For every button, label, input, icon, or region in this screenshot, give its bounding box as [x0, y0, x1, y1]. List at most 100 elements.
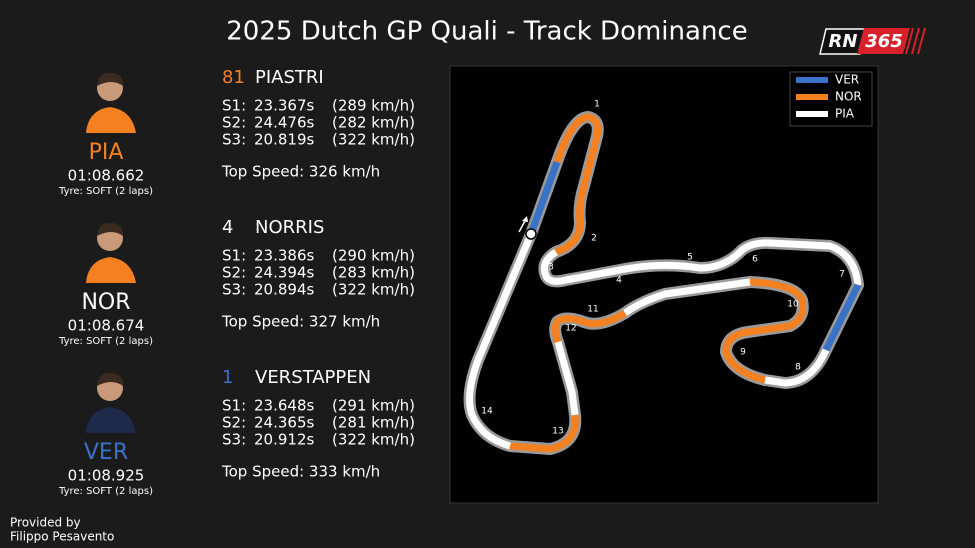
track-segment — [527, 160, 561, 236]
track-segment — [554, 341, 579, 416]
corner-number: 10 — [787, 300, 799, 310]
legend-swatch — [796, 77, 828, 83]
credit-line: Provided by — [10, 516, 81, 530]
sector-speed: (291 km/h) — [332, 397, 415, 415]
portrait-hair — [97, 372, 124, 386]
track-segment — [466, 232, 535, 450]
top-speed: Top Speed: 326 km/h — [221, 163, 380, 181]
sector-label: S3: — [222, 431, 246, 449]
track-segment — [722, 278, 807, 384]
corner-number: 7 — [839, 270, 845, 280]
driver-code: VER — [84, 440, 128, 465]
logo-right-bg — [857, 28, 910, 54]
sector-speed: (322 km/h) — [332, 431, 415, 449]
sector-speed: (322 km/h) — [332, 131, 415, 149]
sector-label: S2: — [222, 414, 246, 432]
top-speed: Top Speed: 327 km/h — [221, 313, 380, 331]
track-segment — [540, 239, 862, 286]
title: 2025 Dutch GP Quali - Track Dominance — [226, 17, 747, 47]
sector-time: 24.365s — [254, 414, 314, 432]
credit-line: Filippo Pesavento — [10, 530, 114, 544]
sector-time: 20.894s — [254, 281, 314, 299]
sector-label: S3: — [222, 281, 246, 299]
corner-number: 9 — [740, 348, 746, 358]
lap-time: 01:08.674 — [68, 317, 145, 335]
track-map — [449, 65, 879, 504]
start-dot — [525, 228, 537, 240]
sector-speed: (282 km/h) — [332, 114, 415, 132]
driver-number: 81 — [222, 67, 245, 88]
legend-label: PIA — [835, 107, 855, 121]
sector-time: 20.819s — [254, 131, 314, 149]
driver-code: PIA — [89, 140, 124, 165]
legend-swatch — [796, 94, 828, 100]
driver-name: NORRIS — [255, 217, 324, 238]
logo-stripe — [905, 27, 914, 55]
start-marker — [518, 216, 537, 240]
corner-number: 14 — [481, 407, 493, 417]
tyre: Tyre: SOFT (2 laps) — [58, 186, 153, 197]
sector-label: S3: — [222, 131, 246, 149]
driver-name: VERSTAPPEN — [255, 367, 371, 388]
portrait-body — [86, 407, 136, 433]
sector-label: S1: — [222, 97, 246, 115]
sector-speed: (283 km/h) — [332, 264, 415, 282]
legend-label: NOR — [835, 90, 862, 104]
sector-label: S2: — [222, 264, 246, 282]
corner-number: 3 — [548, 263, 554, 273]
sector-time: 23.386s — [254, 247, 314, 265]
lap-time: 01:08.925 — [68, 467, 145, 485]
corner-number: 5 — [687, 253, 693, 263]
corner-number: 8 — [795, 363, 801, 373]
corner-number: 12 — [565, 324, 576, 334]
corner-number: 4 — [616, 276, 622, 286]
legend: VER NOR PIA — [789, 71, 873, 127]
portrait-hair — [97, 222, 124, 236]
sector-speed: (281 km/h) — [332, 414, 415, 432]
tyre: Tyre: SOFT (2 laps) — [58, 486, 153, 497]
sector-time: 24.476s — [254, 114, 314, 132]
sector-time: 23.648s — [254, 397, 314, 415]
track-segment — [764, 348, 830, 387]
corner-number: 13 — [552, 427, 563, 437]
tyre: Tyre: SOFT (2 laps) — [58, 336, 153, 347]
track-segment — [509, 414, 579, 453]
sector-speed: (289 km/h) — [332, 97, 415, 115]
driver-number: 1 — [222, 367, 233, 388]
corner-number: 11 — [587, 305, 598, 315]
logo-stripe — [917, 27, 926, 55]
driver-name: PIASTRI — [255, 67, 324, 88]
driver-code: NOR — [81, 290, 130, 315]
sector-label: S2: — [222, 114, 246, 132]
portrait-body — [86, 257, 136, 283]
logo: RN 365 — [819, 27, 926, 55]
portrait-body — [86, 107, 136, 133]
logo-left: RN — [829, 31, 858, 52]
legend-swatch — [796, 111, 828, 117]
sector-time: 24.394s — [254, 264, 314, 282]
sector-label: S1: — [222, 247, 246, 265]
sector-time: 20.912s — [254, 431, 314, 449]
sector-speed: (290 km/h) — [332, 247, 415, 265]
start-arrow-head — [522, 216, 528, 222]
track-segment — [551, 309, 627, 344]
logo-stripe — [911, 27, 920, 55]
legend-label: VER — [835, 73, 859, 87]
logo-right: 365 — [865, 31, 903, 52]
sector-label: S1: — [222, 397, 246, 415]
sector-speed: (322 km/h) — [332, 281, 415, 299]
portrait-hair — [97, 72, 124, 86]
track-segment — [622, 278, 751, 316]
track-segment — [553, 113, 602, 256]
sector-time: 23.367s — [254, 97, 314, 115]
track-segment — [822, 283, 862, 352]
driver-number: 4 — [222, 217, 233, 238]
lap-time: 01:08.662 — [68, 167, 145, 185]
top-speed: Top Speed: 333 km/h — [221, 463, 380, 481]
